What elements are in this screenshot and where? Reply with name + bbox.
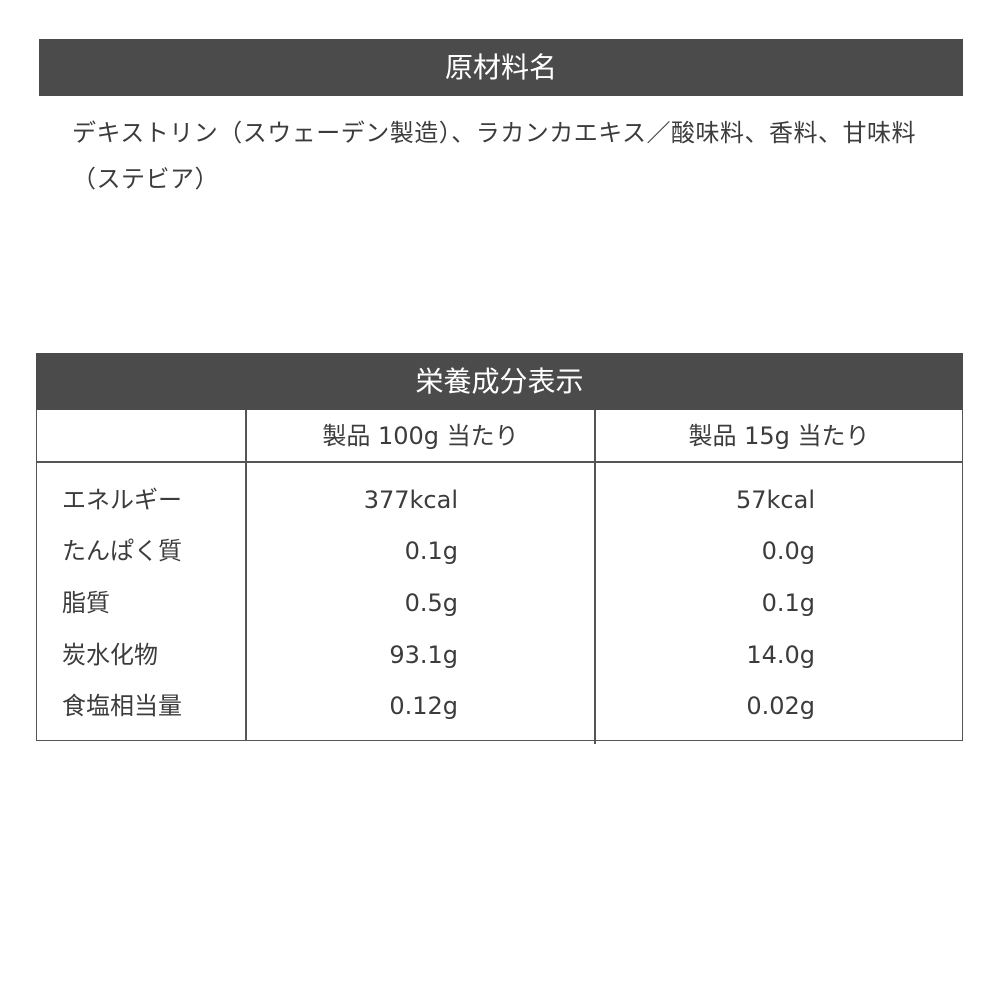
value-15g: 0.02g <box>746 692 815 720</box>
table-row: 脂質 0.5g 0.1g <box>36 577 963 629</box>
value-100g: 377kcal <box>363 486 458 514</box>
nutrient-label: 食塩相当量 <box>62 692 182 720</box>
ingredients-header: 原材料名 <box>39 39 963 96</box>
value-100g: 0.1g <box>404 537 458 565</box>
value-15g: 0.0g <box>761 537 815 565</box>
table-row: たんぱく質 0.1g 0.0g <box>36 525 963 577</box>
value-100g: 0.12g <box>389 692 458 720</box>
nutrition-header: 栄養成分表示 <box>36 353 963 410</box>
table-row: 炭水化物 93.1g 14.0g <box>36 629 963 681</box>
column-divider <box>594 410 596 744</box>
value-15g: 14.0g <box>746 641 815 669</box>
table-row: エネルギー 377kcal 57kcal <box>36 474 963 526</box>
value-15g: 57kcal <box>735 486 815 514</box>
nutrient-label: 炭水化物 <box>62 641 158 669</box>
column-divider <box>245 410 247 740</box>
table-row: 食塩相当量 0.12g 0.02g <box>36 680 963 732</box>
header-row-divider <box>36 461 963 463</box>
ingredients-text: デキストリン（スウェーデン製造）、ラカンカエキス／酸味料、香料、甘味料（ステビア… <box>72 119 917 193</box>
column-header-15g: 製品 15g 当たり <box>688 422 870 450</box>
nutrient-label: たんぱく質 <box>62 537 182 565</box>
nutrient-label: 脂質 <box>62 589 110 617</box>
value-15g: 0.1g <box>761 589 815 617</box>
value-100g: 93.1g <box>389 641 458 669</box>
nutrient-label: エネルギー <box>62 486 182 514</box>
nutrition-table: 栄養成分表示 製品 100g 当たり 製品 15g 当たり エネルギー 377k… <box>36 353 963 744</box>
value-100g: 0.5g <box>404 589 458 617</box>
table-border <box>36 410 963 741</box>
column-header-100g: 製品 100g 当たり <box>322 422 519 450</box>
